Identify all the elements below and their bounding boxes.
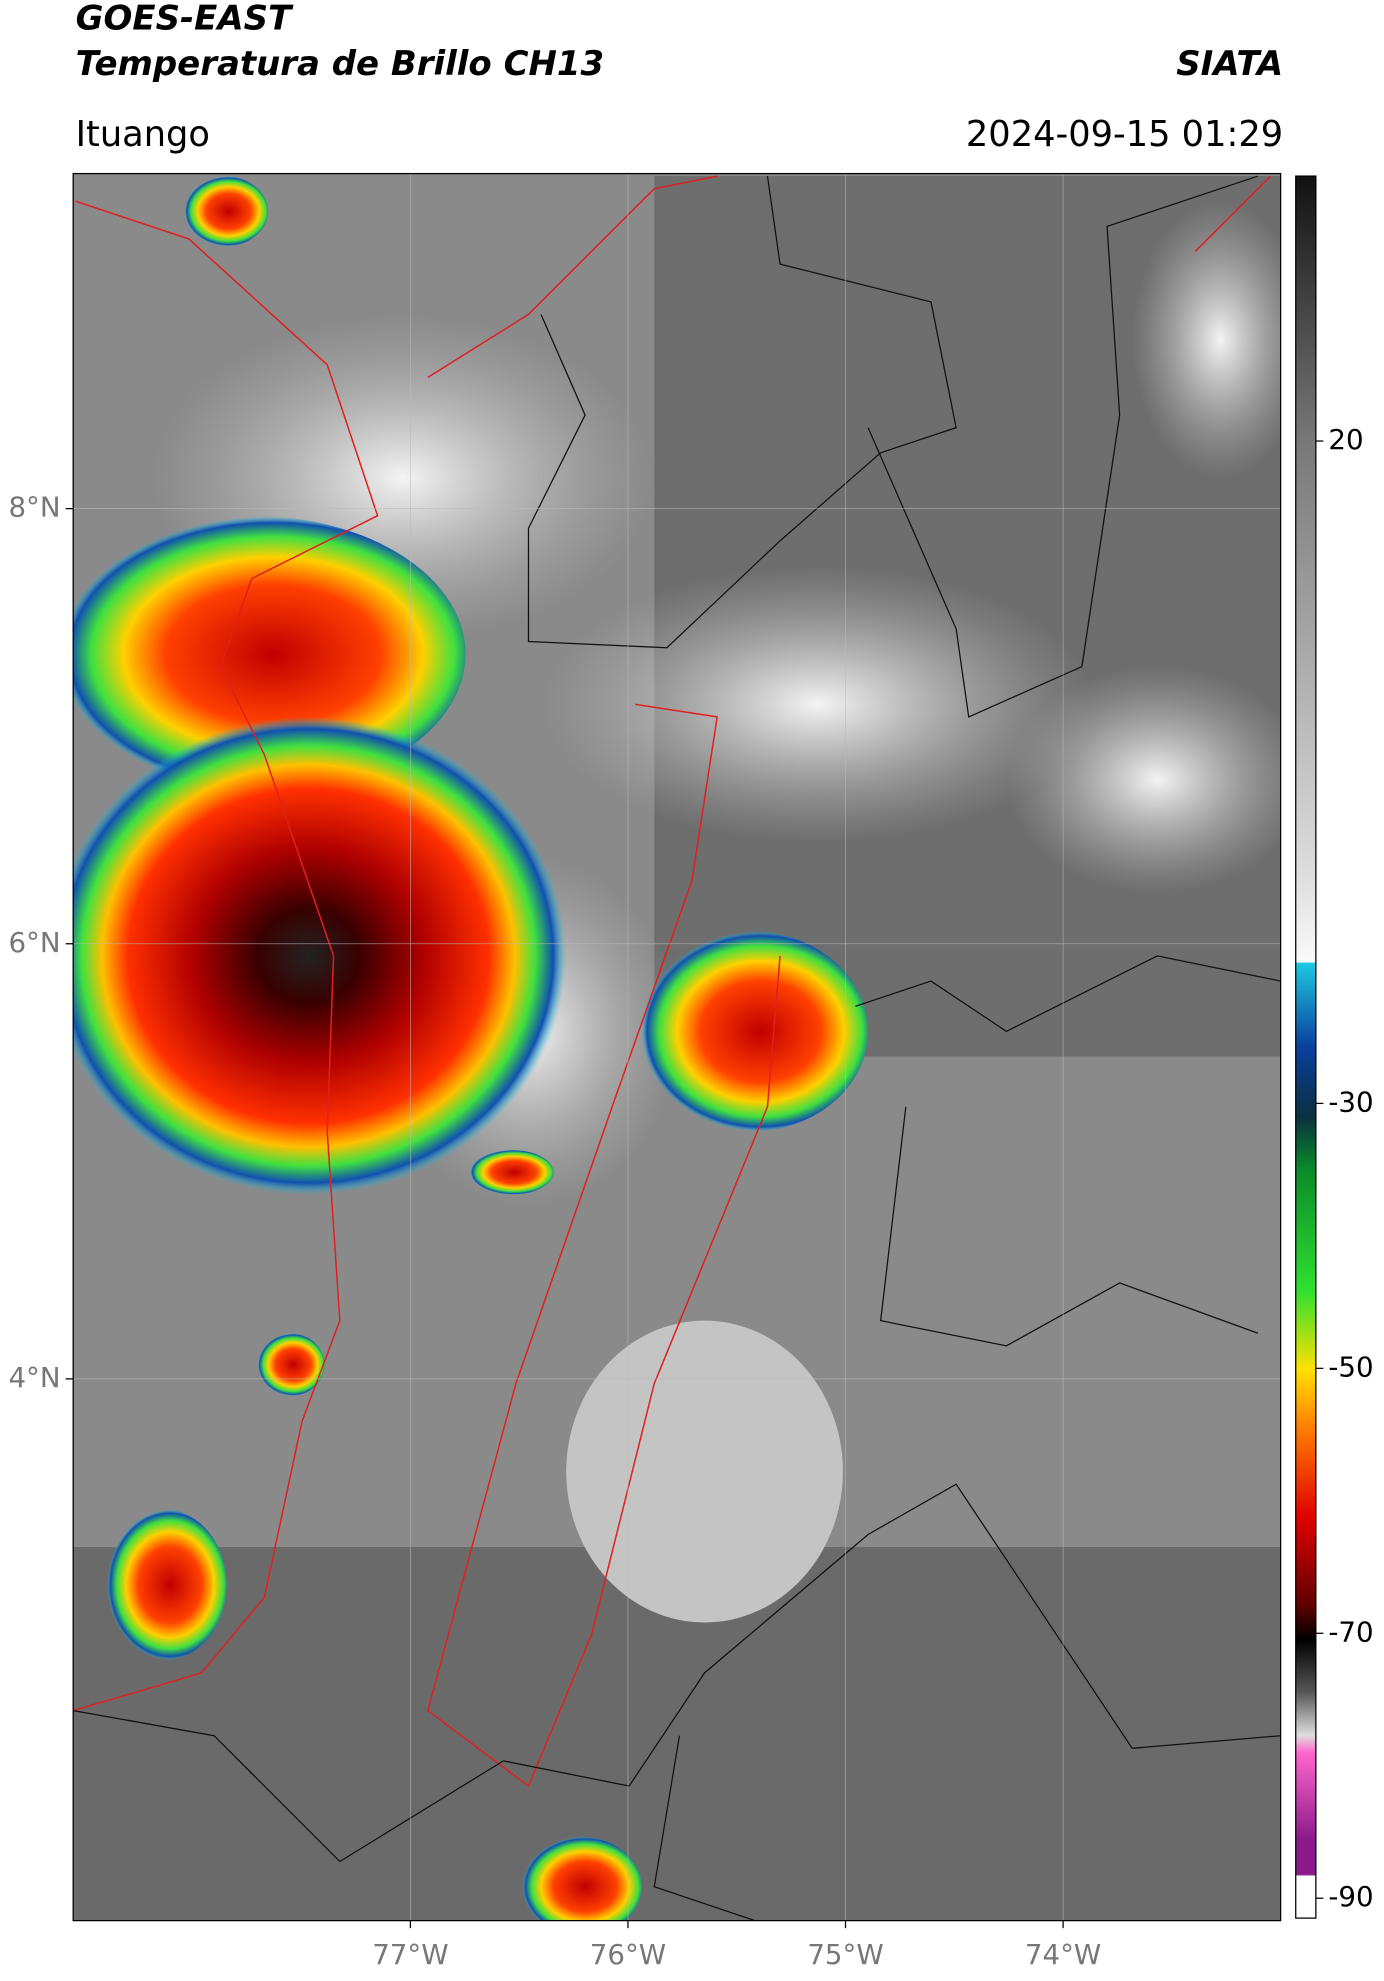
lon-tick-label: 77°W [372, 1938, 448, 1971]
satellite-image [73, 173, 1281, 1921]
cloud [1006, 666, 1281, 893]
storm [629, 930, 869, 1132]
storm [73, 717, 567, 1195]
map-frame [72, 172, 1282, 1922]
storm [73, 515, 466, 793]
grid [73, 173, 1281, 1921]
lon-tick-label: 74°W [1025, 1938, 1101, 1971]
colorbar-tick-label: 20 [1328, 423, 1363, 456]
border [427, 175, 718, 378]
lat-tick-label: 8°N [8, 491, 60, 524]
subtitle: Temperatura de Brillo CH13 [76, 44, 604, 84]
datetime: 2024-09-15 01:29 [966, 114, 1283, 155]
border [73, 1483, 1281, 1863]
storm [254, 1333, 325, 1397]
storm [180, 176, 269, 247]
storm [515, 1836, 642, 1921]
border [867, 175, 1259, 718]
lat-tick-label: 4°N [8, 1361, 60, 1394]
lon-tick-label: 76°W [590, 1938, 666, 1971]
lat-tick-label: 6°N [8, 926, 60, 959]
storm [100, 1509, 227, 1661]
colorbar-tick-label: -50 [1328, 1350, 1373, 1383]
colorbar-tick-label: -90 [1328, 1880, 1373, 1913]
border [1194, 175, 1272, 253]
cloud [1132, 201, 1281, 478]
border [879, 1106, 1259, 1347]
location: Ituango [76, 114, 210, 155]
storm [465, 1149, 554, 1195]
colorbar [1295, 175, 1317, 1919]
border [73, 200, 379, 1712]
warm-area [566, 1320, 843, 1623]
border [855, 955, 1281, 1033]
colorbar-tick-label: -30 [1328, 1085, 1373, 1118]
border [653, 1735, 756, 1921]
colorbar-tick-label: -70 [1328, 1615, 1373, 1648]
border [527, 175, 957, 649]
title: GOES-EAST [76, 0, 294, 39]
source: SIATA [1176, 44, 1283, 84]
lon-tick-label: 75°W [807, 1938, 883, 1971]
border [427, 703, 781, 1788]
